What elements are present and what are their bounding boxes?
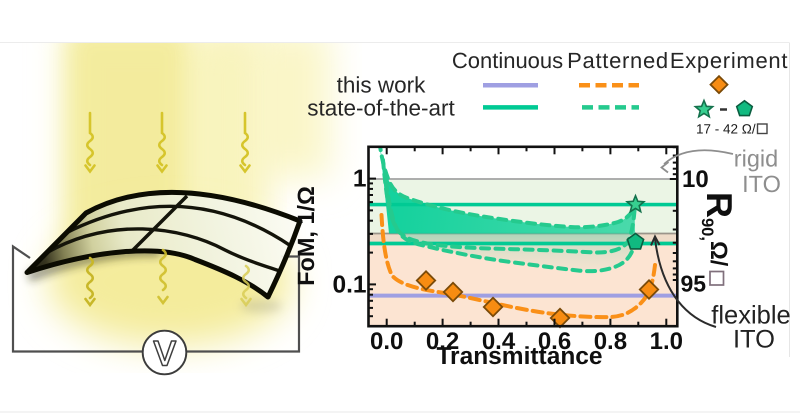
svg-text:ITO: ITO xyxy=(733,326,775,354)
svg-text:Continuous: Continuous xyxy=(452,48,563,73)
svg-text:0.0: 0.0 xyxy=(370,328,403,355)
svg-text:ITO: ITO xyxy=(742,171,781,197)
svg-text:10: 10 xyxy=(682,166,709,193)
svg-text:FoM, 1/Ω: FoM, 1/Ω xyxy=(293,186,319,286)
svg-text:R90,Ω/: R90,Ω/ xyxy=(698,192,740,267)
svg-text:flexible: flexible xyxy=(711,302,790,330)
svg-text:rigid: rigid xyxy=(734,146,778,172)
svg-text:17 - 42 Ω/: 17 - 42 Ω/ xyxy=(696,122,756,137)
svg-text:Patterned: Patterned xyxy=(567,48,669,73)
svg-text:0.8: 0.8 xyxy=(594,328,627,355)
svg-text:Transmittance: Transmittance xyxy=(436,343,602,370)
svg-text:0.2: 0.2 xyxy=(426,328,459,355)
svg-text:0.1: 0.1 xyxy=(332,271,366,298)
svg-text:1: 1 xyxy=(353,166,367,193)
svg-text:state-of-the-art: state-of-the-art xyxy=(307,96,455,121)
svg-text:Experiment: Experiment xyxy=(670,48,788,73)
svg-text:95: 95 xyxy=(681,271,707,297)
svg-text:0.6: 0.6 xyxy=(538,328,571,355)
svg-text:0.4: 0.4 xyxy=(482,328,516,355)
svg-text:1.0: 1.0 xyxy=(650,328,683,355)
svg-text:this work: this work xyxy=(337,73,427,98)
